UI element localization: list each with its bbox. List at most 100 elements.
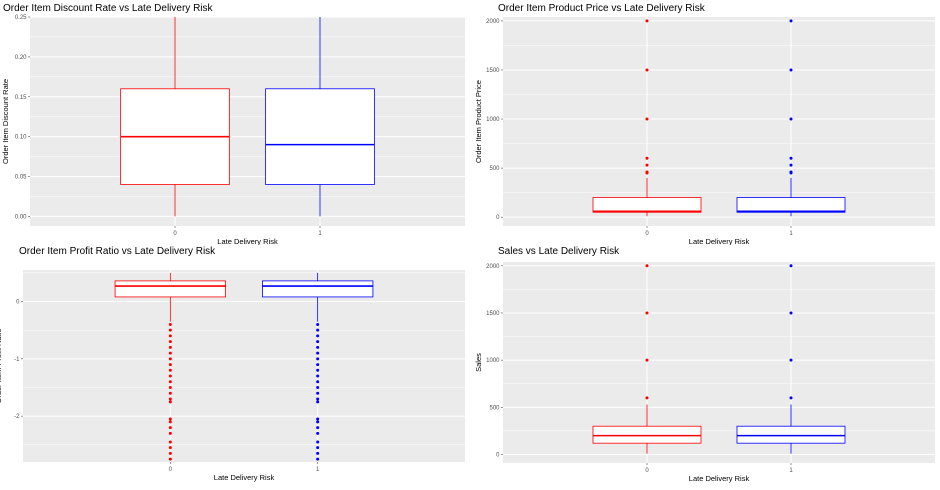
x-tick-label: 0 xyxy=(173,231,177,237)
plot-panel xyxy=(23,270,465,462)
x-tick-label: 0 xyxy=(645,231,649,237)
outlier-point xyxy=(168,400,172,404)
y-tick-label: 1500 xyxy=(486,311,500,317)
y-tick-label: -2 xyxy=(14,414,20,420)
chart-product-price: 0 500 1000 1500 2000 0 1 Order Item Product Pri… xyxy=(470,0,940,245)
plot-panel xyxy=(503,17,935,226)
outlier-point xyxy=(168,334,172,338)
outlier-point xyxy=(168,446,172,450)
chart-sales: 0 500 1000 1500 2000 0 1 Sales vs Late Delivery… xyxy=(470,245,940,490)
outlier-point xyxy=(168,420,172,424)
outlier-point xyxy=(316,420,320,424)
outlier-point xyxy=(168,385,172,389)
y-tick-label: 1500 xyxy=(486,68,500,74)
outlier-point xyxy=(168,451,172,455)
outlier-point xyxy=(168,431,172,435)
outlier-point xyxy=(316,328,320,332)
x-axis-title: Late Delivery Risk xyxy=(689,237,750,245)
box-group-1 xyxy=(265,17,375,217)
y-tick-label: 0.00 xyxy=(15,214,27,220)
outlier-point xyxy=(316,426,320,430)
outlier-point xyxy=(168,357,172,361)
outlier-point xyxy=(316,374,320,378)
outlier-point xyxy=(168,457,172,461)
y-tick-label: 500 xyxy=(489,166,500,172)
x-tick-label: 1 xyxy=(789,231,793,237)
outlier-point xyxy=(168,345,172,349)
box-group-0 xyxy=(592,19,702,217)
outlier-point xyxy=(316,368,320,372)
outlier-point xyxy=(316,345,320,349)
outlier-point xyxy=(789,19,793,23)
box xyxy=(736,197,846,213)
y-tick-label: 0 xyxy=(16,300,20,306)
outlier-point xyxy=(316,380,320,384)
y-tick-label: 0 xyxy=(496,453,500,459)
outlier-point xyxy=(645,396,649,400)
chart-svg: 0 500 1000 1500 2000 0 1 Order Item Product Pri… xyxy=(474,3,935,245)
y-tick-label: 0.05 xyxy=(15,175,27,181)
box xyxy=(592,425,702,444)
outlier-point xyxy=(789,117,793,121)
y-axis-title: Order Item Product Price xyxy=(474,80,483,163)
outlier-point xyxy=(789,311,793,315)
outlier-point xyxy=(168,426,172,430)
outlier-point xyxy=(168,322,172,326)
box-group-0 xyxy=(592,264,702,454)
outlier-point xyxy=(789,163,793,167)
y-tick-label: 0.10 xyxy=(15,135,27,141)
outlier-point xyxy=(645,117,649,121)
y-tick-label: 1000 xyxy=(486,117,500,123)
outlier-point xyxy=(168,417,172,421)
outlier-point xyxy=(316,451,320,455)
outlier-point xyxy=(645,311,649,315)
outlier-point xyxy=(168,440,172,444)
outlier-point xyxy=(316,440,320,444)
outlier-point xyxy=(645,170,649,174)
outlier-point xyxy=(645,358,649,362)
outlier-point xyxy=(789,156,793,160)
chart-profit-ratio: -2 -1 0 0 1 Order Item Profit Ratio vs Late D… xyxy=(0,245,470,490)
outlier-point xyxy=(645,19,649,23)
outlier-point xyxy=(316,334,320,338)
outlier-point xyxy=(789,264,793,268)
box-group-1 xyxy=(736,19,846,217)
outlier-point xyxy=(316,391,320,395)
outlier-point xyxy=(645,68,649,72)
y-tick-label: 2000 xyxy=(486,19,500,25)
outlier-point xyxy=(316,363,320,367)
y-tick-label: -1 xyxy=(14,357,20,363)
y-tick-label: 2000 xyxy=(486,264,500,270)
y-axis-title: Order Item Discount Rate xyxy=(1,79,10,164)
box-group-1 xyxy=(262,272,374,461)
outlier-point xyxy=(316,457,320,461)
y-tick-label: 0.20 xyxy=(15,55,27,61)
chart-svg: 0.00 0.05 0.10 0.15 0.20 0.25 0 1 Order Item Dis… xyxy=(1,3,465,245)
chart-title: Order Item Product Price vs Late Deliver… xyxy=(498,3,706,14)
outlier-point xyxy=(789,396,793,400)
box xyxy=(262,280,374,298)
box xyxy=(736,425,846,444)
x-tick-label: 0 xyxy=(169,467,173,473)
outlier-point xyxy=(168,340,172,344)
chart-svg: 0 500 1000 1500 2000 0 1 Sales vs Late Delivery… xyxy=(474,246,935,483)
chart-discount-rate: 0.00 0.05 0.10 0.15 0.20 0.25 0 1 Order Item Dis… xyxy=(0,0,470,245)
y-tick-label: 0.25 xyxy=(15,15,27,21)
chart-title: Order Item Discount Rate vs Late Deliver… xyxy=(3,3,214,14)
outlier-point xyxy=(316,446,320,450)
outlier-point xyxy=(316,400,320,404)
box xyxy=(592,197,702,213)
outlier-point xyxy=(316,322,320,326)
outlier-point xyxy=(316,340,320,344)
y-tick-label: 0.15 xyxy=(15,95,27,101)
y-tick-label: 0 xyxy=(496,215,500,221)
outlier-point xyxy=(645,163,649,167)
plot-panel xyxy=(503,262,935,463)
outlier-point xyxy=(645,264,649,268)
x-axis-title: Late Delivery Risk xyxy=(217,237,278,245)
outlier-point xyxy=(316,397,320,401)
outlier-point xyxy=(168,368,172,372)
chart-title: Sales vs Late Delivery Risk xyxy=(498,246,620,257)
x-axis-title: Late Delivery Risk xyxy=(689,474,750,483)
outlier-point xyxy=(645,156,649,160)
